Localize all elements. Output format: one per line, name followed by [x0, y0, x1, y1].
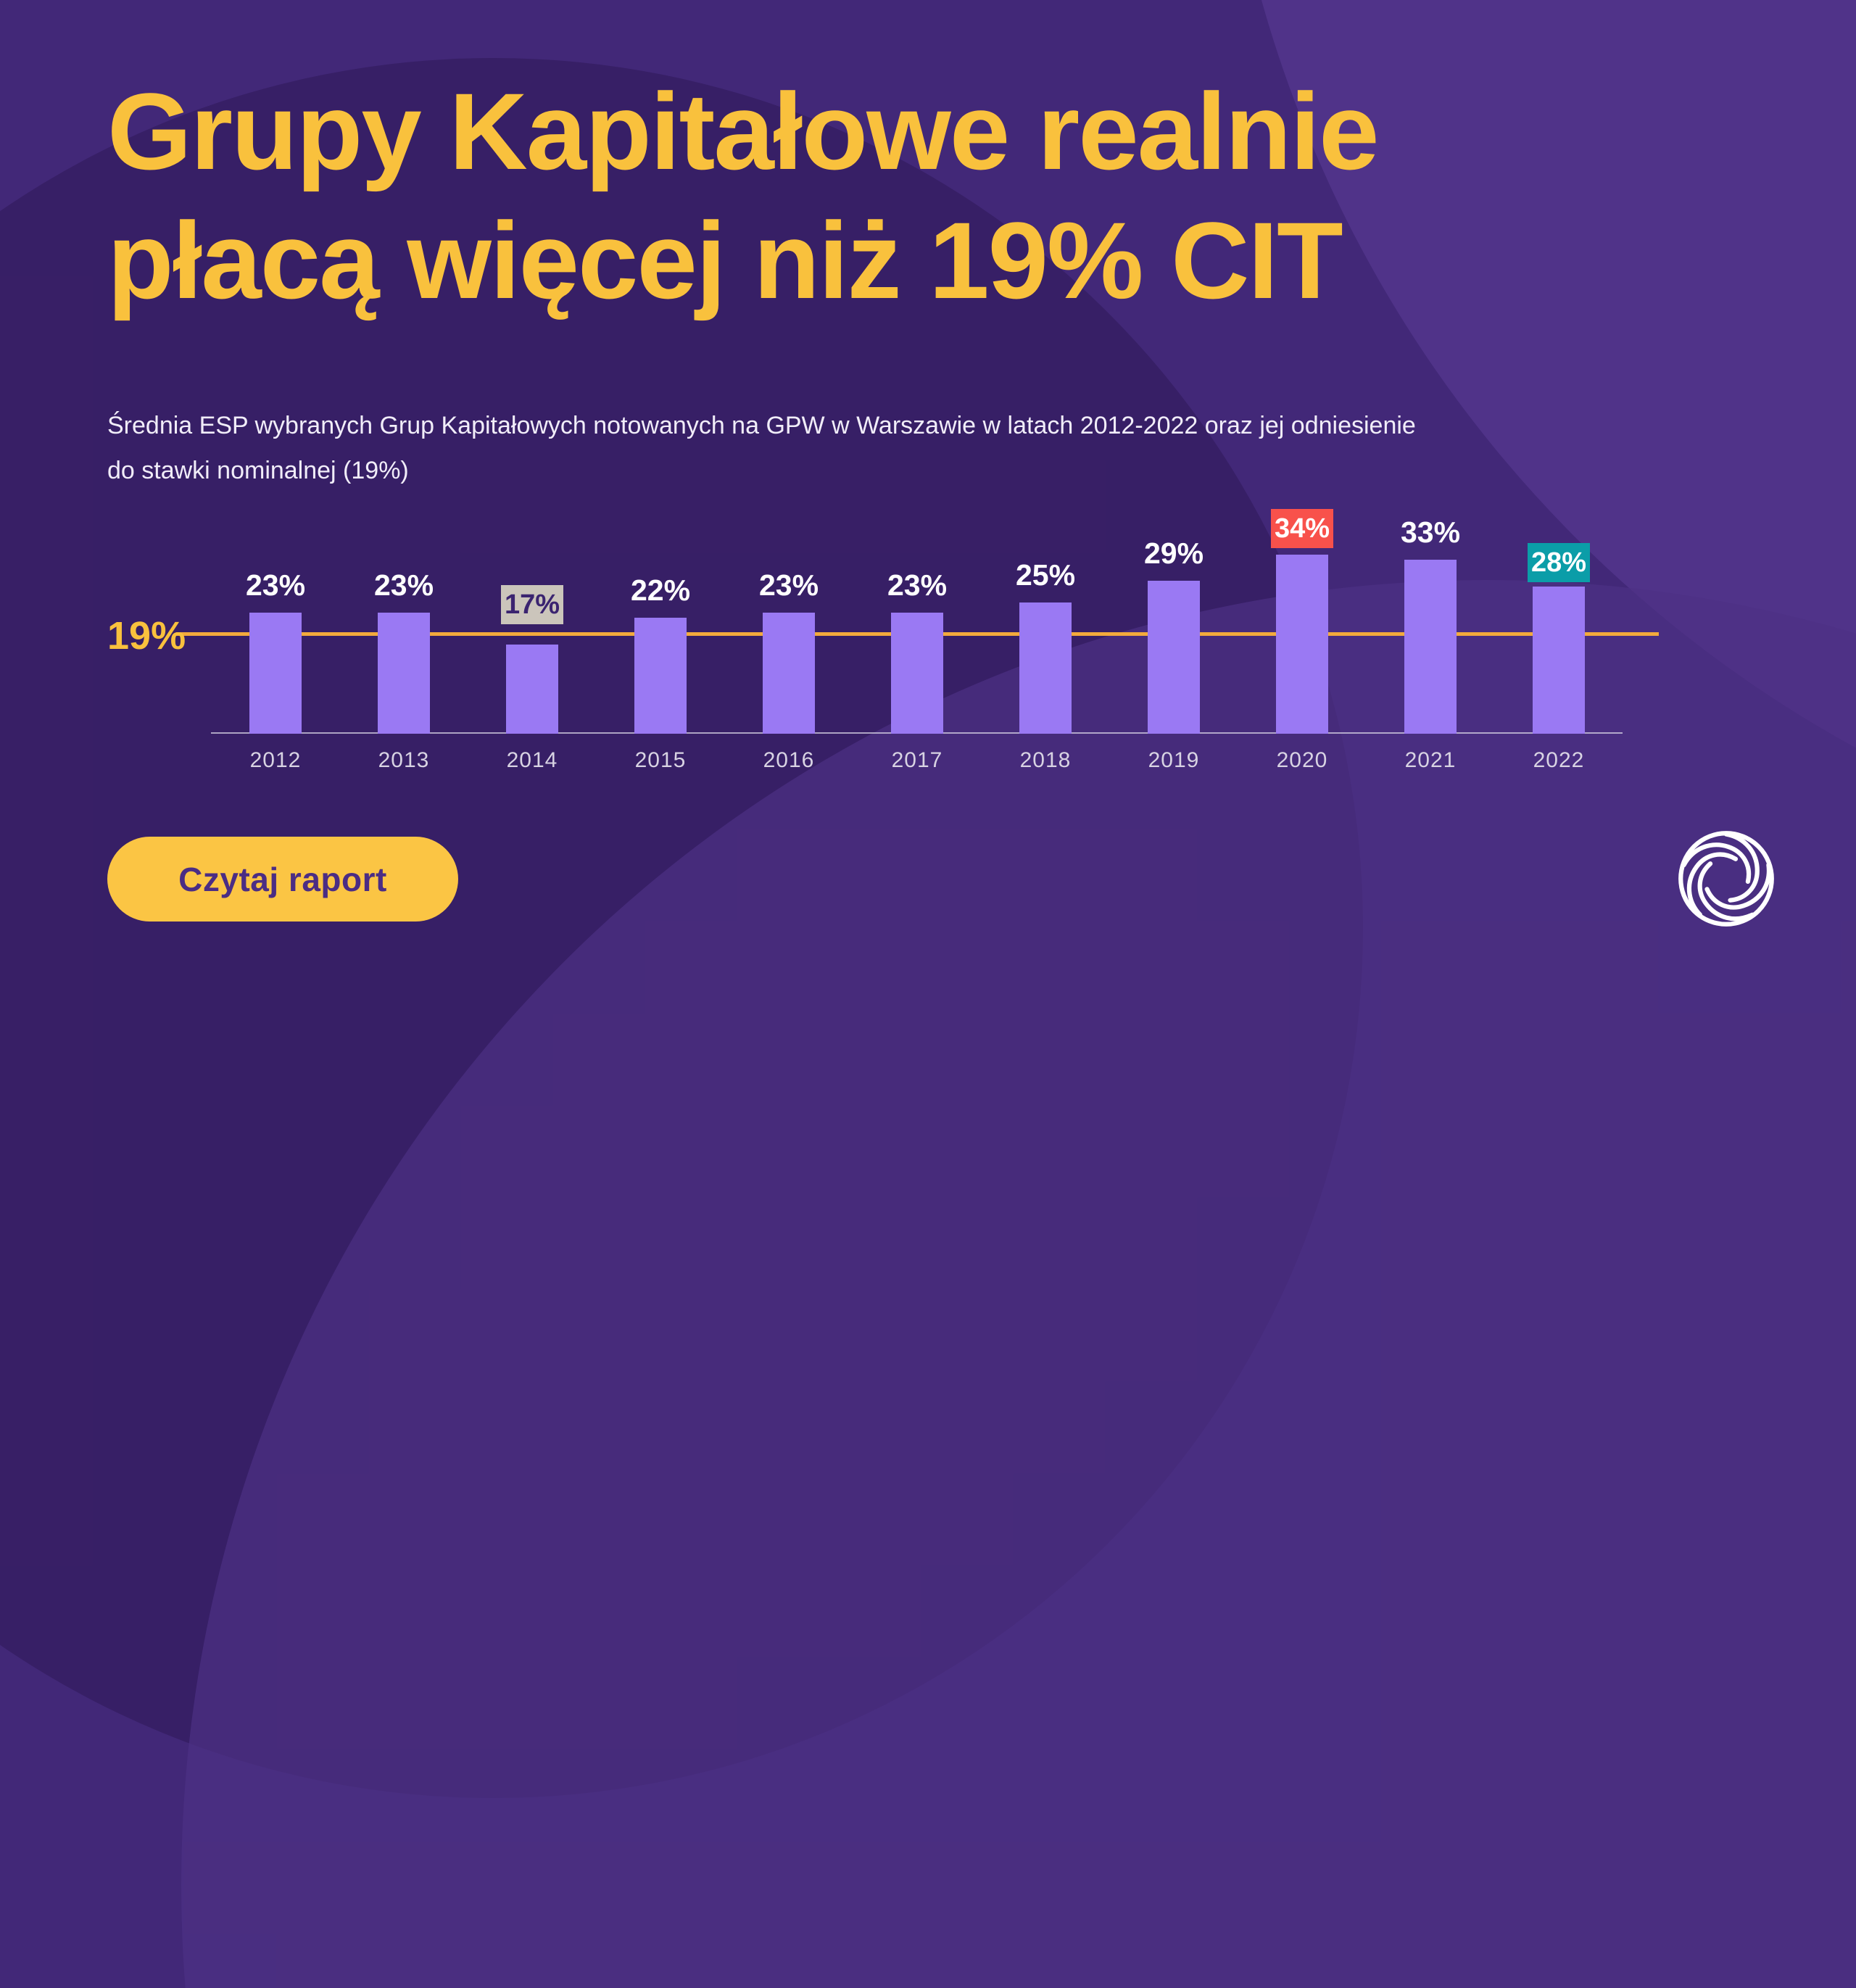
x-tick-2012: 2012: [249, 748, 302, 772]
x-tick-2015: 2015: [634, 748, 687, 772]
read-report-button-label: Czytaj raport: [178, 860, 387, 898]
bar-2020: [1276, 555, 1328, 734]
x-tick-2021: 2021: [1404, 748, 1457, 772]
read-report-button[interactable]: Czytaj raport: [107, 837, 458, 921]
value-label-2018: 25%: [1015, 558, 1076, 592]
x-tick-2013: 2013: [378, 748, 430, 772]
value-label-2012: 23%: [245, 568, 306, 602]
value-label-2017: 23%: [887, 568, 948, 602]
bar-2019: [1148, 581, 1200, 734]
x-tick-2016: 2016: [763, 748, 815, 772]
value-label-box-2022: 28%: [1528, 543, 1590, 582]
value-label-box-2020: 34%: [1271, 509, 1333, 548]
bar-2012: [249, 613, 302, 734]
page-title: Grupy Kapitałowe realnie płacą więcej ni…: [107, 67, 1380, 325]
value-label-2016: 23%: [758, 568, 819, 602]
bar-2014: [506, 645, 558, 734]
bar-2017: [891, 613, 943, 734]
chart-description-line1: Średnia ESP wybranych Grup Kapitałowych …: [107, 412, 1416, 439]
value-label-2013: 23%: [373, 568, 434, 602]
bar-2018: [1019, 602, 1072, 734]
x-tick-2019: 2019: [1148, 748, 1200, 772]
bar-2013: [378, 613, 430, 734]
bar-chart: 19% 23% 2012 23% 2013 17% 2014 22% 2015 23% 2016 2…: [107, 509, 1659, 772]
threshold-label: 19%: [107, 614, 186, 658]
x-tick-2022: 2022: [1533, 748, 1585, 772]
x-tick-2020: 2020: [1276, 748, 1328, 772]
value-label-box-2014: 17%: [501, 585, 563, 624]
swirl-rose-logo-icon: [1678, 831, 1774, 927]
bar-2022: [1533, 587, 1585, 734]
chart-description-line2: do stawki nominalnej (19%): [107, 457, 409, 484]
value-label-2019: 29%: [1143, 537, 1204, 570]
bar-2016: [763, 613, 815, 734]
chart-description: Średnia ESP wybranych Grup Kapitałowych …: [107, 403, 1746, 493]
x-tick-2014: 2014: [506, 748, 558, 772]
page-title-line1: Grupy Kapitałowe realnie: [107, 70, 1380, 192]
value-label-2015: 22%: [630, 573, 691, 607]
x-tick-2018: 2018: [1019, 748, 1072, 772]
page-title-line2: płacą więcej niż 19% CIT: [107, 199, 1343, 321]
value-label-2021: 33%: [1400, 515, 1461, 549]
bar-2021: [1404, 560, 1457, 734]
x-tick-2017: 2017: [891, 748, 943, 772]
bar-2015: [634, 618, 687, 734]
